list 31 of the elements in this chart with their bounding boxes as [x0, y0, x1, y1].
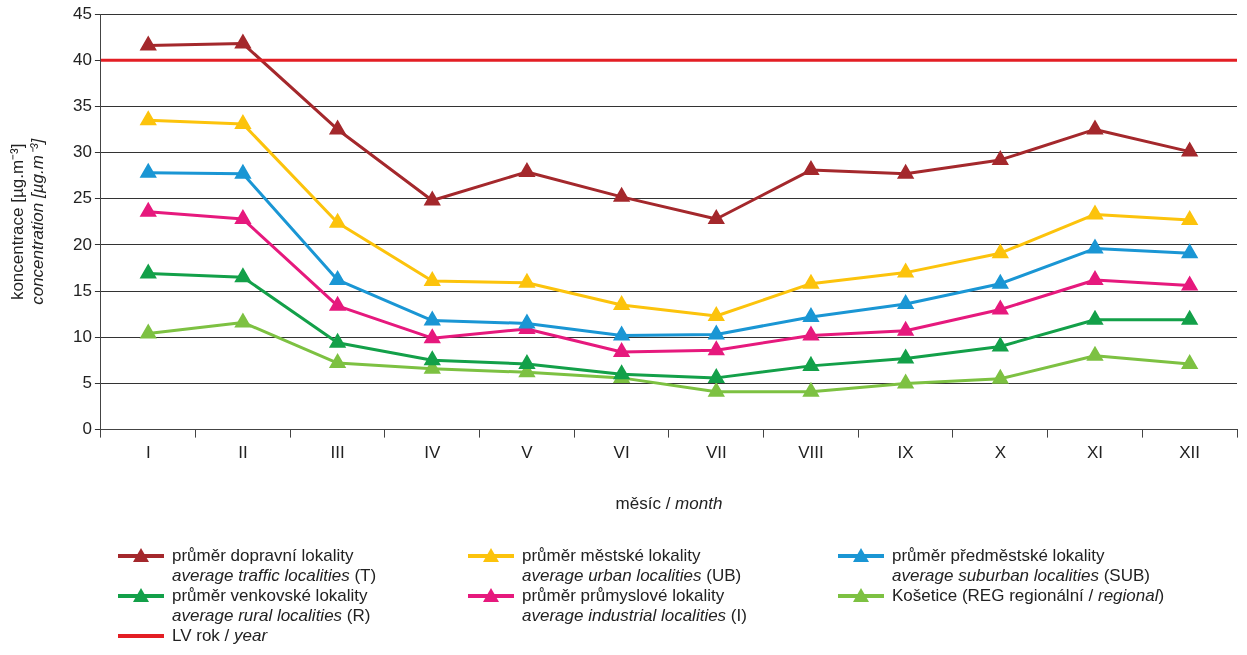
legend-label: průměr dopravní lokality average traffic localities (T)	[172, 546, 377, 586]
y-tick-label: 15	[72, 280, 92, 300]
legend-label: průměr městské lokality average urban localities (UB)	[522, 546, 742, 586]
x-tick-label: V	[521, 443, 534, 463]
y-tick-label: 40	[72, 49, 92, 69]
x-tick-label: X	[994, 443, 1006, 463]
x-tick-label: XII	[1179, 443, 1201, 463]
x-tick-label: XI	[1086, 443, 1104, 463]
y-tick-label: 20	[72, 234, 92, 254]
legend-label: průměr předměstské lokality average suburban localities (SUB)	[892, 546, 1150, 586]
x-tick-label: I	[145, 443, 151, 463]
x-tick-label: III	[330, 443, 345, 463]
legend-label: Košetice (REG regionální / regional)	[892, 586, 1165, 606]
y-axis-title: koncentrace [µg.m⁻³] concentration [µg.m⁻³]	[7, 137, 47, 305]
y-tick-label: 25	[72, 188, 92, 208]
y-tick-label: 45	[72, 3, 92, 23]
y-tick-label: 0	[82, 419, 92, 439]
y-tick-label: 35	[72, 96, 92, 116]
y-tick-label: 30	[72, 142, 92, 162]
x-tick-label: VI	[613, 443, 630, 463]
y-tick-label: 5	[82, 373, 92, 393]
x-tick-label: VIII	[798, 443, 824, 463]
x-tick-label: VII	[705, 443, 727, 463]
legend-label: průměr průmyslové lokality average industrial localities (I)	[522, 586, 747, 626]
x-axis-title: měsíc / month	[615, 493, 723, 513]
x-tick-label: IX	[897, 443, 914, 463]
legend-label: průměr venkovské lokality average rural localities (R)	[172, 586, 371, 626]
legend-label: LV rok / year	[172, 626, 268, 646]
x-tick-label: IV	[424, 443, 441, 463]
y-tick-label: 10	[72, 326, 92, 346]
x-tick-label: II	[238, 443, 248, 463]
